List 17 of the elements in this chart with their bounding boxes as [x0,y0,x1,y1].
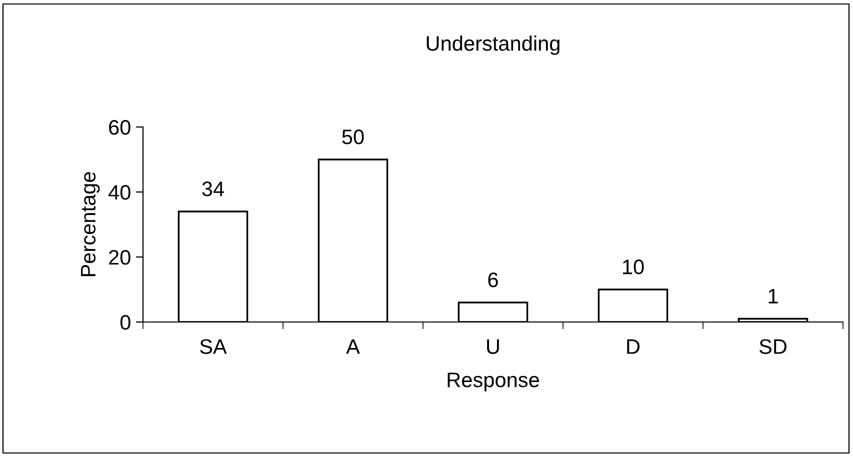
x-tick-label: U [487,339,499,354]
x-axis-title: Response [448,372,539,392]
x-tick-label: SA [200,339,227,354]
y-tick-label: 60 [109,120,130,135]
y-tick-label: 40 [108,185,130,200]
data-label: 1 [768,288,778,304]
y-axis-title: Percentage [81,172,100,276]
chart-title: Understanding [426,36,560,55]
data-label: 50 [342,130,364,144]
data-label: 6 [488,272,498,288]
y-tick-label: 0 [120,315,130,330]
y-tick-label: 20 [109,250,130,265]
x-tick-label: A [346,339,360,354]
data-label: 34 [202,182,224,196]
data-label: 10 [623,260,644,274]
x-tick-label: D [627,339,640,354]
x-tick-label: SD [759,339,786,354]
